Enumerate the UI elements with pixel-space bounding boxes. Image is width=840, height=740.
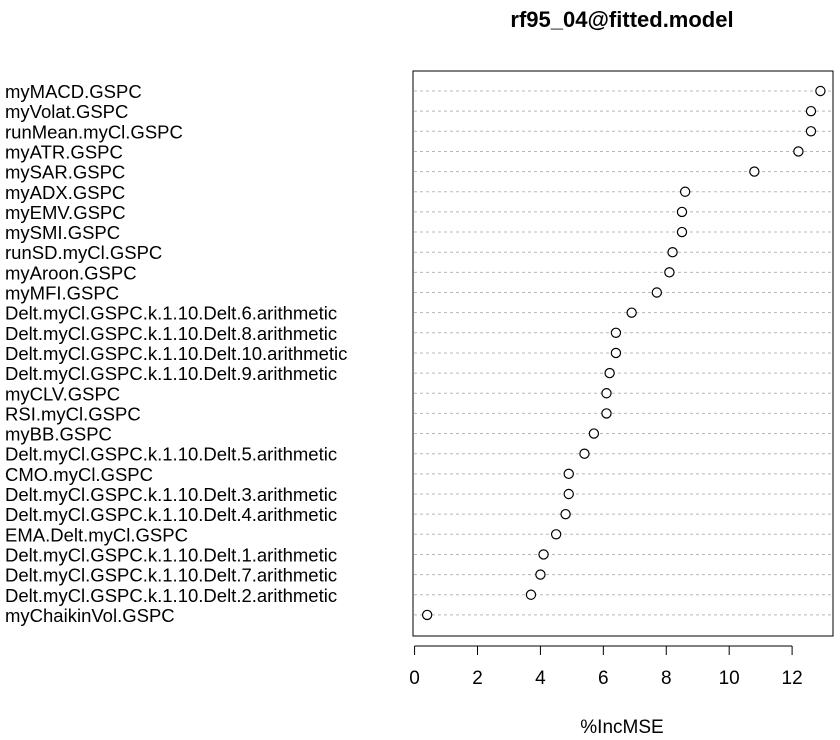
x-tick-label: 10: [719, 668, 740, 689]
data-point: [563, 488, 574, 500]
x-axis-label: %IncMSE: [580, 717, 663, 738]
data-points: [421, 85, 826, 621]
data-point: [535, 569, 546, 580]
variable-label: myAroon.GSPC: [5, 262, 137, 283]
data-point: [588, 428, 600, 439]
data-point: [679, 186, 691, 197]
x-tick-label: 4: [535, 668, 546, 689]
variable-label: mySAR.GSPC: [5, 162, 125, 183]
data-point: [550, 529, 562, 540]
variable-label: CMO.myCl.GSPC: [5, 464, 153, 485]
x-axis: 0 2 4 6 8 10 12: [409, 645, 803, 689]
guide-lines: [414, 90, 832, 616]
variable-label: Delt.myCl.GSPC.k.1.10.Delt.9.arithmetic: [5, 363, 337, 384]
data-point: [560, 508, 571, 520]
variable-label: myMFI.GSPC: [5, 283, 119, 304]
data-point: [793, 146, 804, 157]
variable-label: Delt.myCl.GSPC.k.1.10.Delt.5.arithmetic: [5, 444, 337, 465]
data-point: [579, 448, 590, 459]
x-tick-label: 8: [661, 668, 672, 689]
data-point: [664, 267, 675, 278]
variable-label: myVolat.GSPC: [5, 101, 128, 122]
data-point: [815, 85, 826, 97]
data-point: [805, 126, 817, 137]
data-point: [651, 287, 663, 298]
variable-label: myATR.GSPC: [5, 141, 123, 162]
x-tick-label: 0: [409, 668, 420, 689]
x-tick-label: 2: [472, 668, 483, 689]
variable-label: myChaikinVol.GSPC: [5, 605, 175, 626]
variable-label: mySMI.GSPC: [5, 222, 120, 243]
x-tick-label: 12: [782, 668, 803, 689]
variable-label: myCLV.GSPC: [5, 383, 120, 404]
variable-label: Delt.myCl.GSPC.k.1.10.Delt.7.arithmetic: [5, 565, 337, 586]
variable-label: EMA.Delt.myCl.GSPC: [5, 524, 188, 545]
data-point: [676, 226, 688, 238]
variable-label: runMean.myCl.GSPC: [5, 121, 183, 142]
data-point: [601, 408, 612, 419]
chart-title: rf95_04@fitted.model: [510, 7, 733, 32]
variable-label: runSD.myCl.GSPC: [5, 242, 162, 263]
variable-label: Delt.myCl.GSPC.k.1.10.Delt.2.arithmetic: [5, 585, 337, 606]
data-point: [610, 327, 622, 338]
variable-label: myBB.GSPC: [5, 424, 112, 445]
variable-label: Delt.myCl.GSPC.k.1.10.Delt.4.arithmetic: [5, 504, 337, 525]
data-point: [626, 307, 637, 318]
variable-label: Delt.myCl.GSPC.k.1.10.Delt.10.arithmetic: [5, 343, 347, 364]
data-point: [667, 246, 678, 258]
data-point: [525, 589, 537, 600]
variable-label: RSI.myCl.GSPC: [5, 403, 141, 424]
data-point: [601, 388, 612, 399]
data-point: [563, 468, 574, 480]
variable-label: Delt.myCl.GSPC.k.1.10.Delt.3.arithmetic: [5, 484, 337, 505]
plot-frame: [412, 70, 834, 637]
data-point: [538, 549, 549, 560]
data-point: [604, 367, 615, 379]
variable-labels: myMACD.GSPCmyVolat.GSPCrunMean.myCl.GSPC…: [5, 81, 347, 626]
variable-label: Delt.myCl.GSPC.k.1.10.Delt.8.arithmetic: [5, 323, 337, 344]
variable-label: Delt.myCl.GSPC.k.1.10.Delt.1.arithmetic: [5, 544, 337, 565]
data-point: [805, 105, 817, 117]
data-point: [676, 206, 688, 218]
variable-label: Delt.myCl.GSPC.k.1.10.Delt.6.arithmetic: [5, 303, 337, 324]
data-point: [421, 609, 433, 621]
variable-label: myEMV.GSPC: [5, 202, 126, 223]
data-point: [749, 166, 760, 177]
data-point: [610, 347, 622, 359]
variable-label: myADX.GSPC: [5, 182, 125, 203]
variable-label: myMACD.GSPC: [5, 81, 142, 102]
x-tick-label: 6: [598, 668, 609, 689]
